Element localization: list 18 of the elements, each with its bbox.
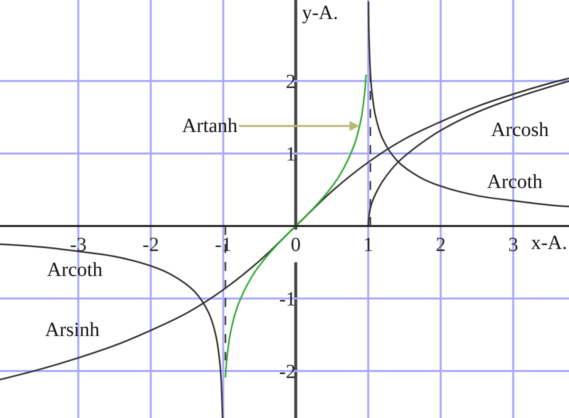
annotation: Arcoth: [487, 171, 543, 193]
x-tick-label: -1: [214, 234, 232, 256]
x-tick-label: -3: [70, 234, 87, 256]
y-tick-label: -2: [279, 360, 296, 383]
x-tick-label: 2: [436, 234, 446, 256]
x-tick-label: 0: [290, 234, 301, 256]
annotation: Arcoth: [47, 259, 103, 281]
x-tick-label: -2: [142, 234, 160, 256]
y-tick-label: -1: [279, 288, 296, 310]
annotation: Arsinh: [45, 319, 100, 341]
x-tick-label: 1: [363, 234, 374, 256]
annotation: Artanh: [182, 115, 238, 137]
x-axis-title: x-A.: [531, 232, 568, 254]
y-axis-title: y-A.: [302, 2, 338, 24]
annotation: Arcosh: [491, 119, 549, 141]
x-tick-label: 3: [508, 234, 518, 256]
y-tick-label: 2: [286, 71, 296, 94]
y-tick-label: 1: [286, 144, 296, 166]
